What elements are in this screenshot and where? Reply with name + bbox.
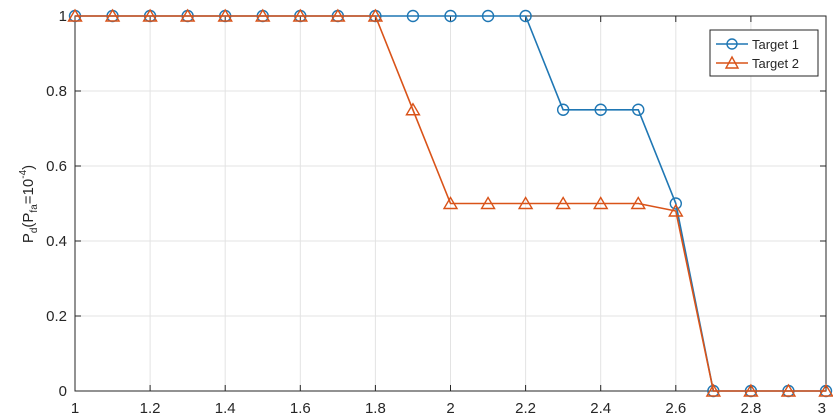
ylabel-paren-open: (P (20, 213, 37, 228)
x-tick-label: 1.8 (365, 400, 386, 417)
data-point (367, 8, 384, 22)
y-axis: 0 0.2 0.4 0.6 0.8 1 (46, 8, 826, 400)
data-point (330, 8, 346, 22)
ylabel-main-sub: d (29, 228, 40, 234)
data-point (743, 383, 759, 397)
y-tick-label: 0.6 (46, 158, 67, 175)
data-point (556, 103, 570, 116)
x-tick-label: 1.6 (290, 400, 311, 417)
data-point (517, 196, 534, 210)
ylabel-paren-close: ) (20, 165, 37, 170)
x-tick-label: 2.2 (515, 400, 536, 417)
data-point (818, 383, 833, 397)
y-tick-label: 0 (59, 383, 67, 400)
series (67, 8, 833, 398)
data-point (67, 8, 83, 22)
data-point (104, 8, 121, 22)
ylabel-exponent: -4 (18, 169, 29, 178)
data-point (217, 8, 233, 22)
x-tick-label: 2.6 (665, 400, 686, 417)
y-tick-label: 0.4 (46, 233, 67, 250)
data-point (705, 383, 722, 397)
x-axis: 1 1.2 1.4 1.6 1.8 2 2.2 2.4 2.6 2.8 3 (71, 16, 827, 417)
legend-marker-target-2 (724, 55, 740, 69)
data-point (630, 196, 646, 210)
data-point (255, 8, 271, 22)
ylabel-inner-sub: fa (29, 204, 40, 213)
data-point (406, 9, 420, 23)
data-point (179, 8, 196, 22)
legend-marker-target-1 (726, 38, 738, 50)
x-tick-label: 2.4 (590, 400, 611, 417)
y-axis-label: Pd(Pfa=10-4) (18, 165, 40, 243)
x-tick-label: 2.8 (740, 400, 761, 417)
y-tick-label: 0.2 (46, 308, 67, 325)
data-point (632, 103, 645, 116)
series-2 (67, 8, 833, 397)
data-point (668, 203, 684, 217)
x-tick-label: 2 (446, 400, 454, 417)
y-tick-label: 1 (59, 8, 67, 25)
data-point (292, 8, 309, 22)
data-point (444, 9, 457, 23)
x-tick-label: 1.2 (140, 400, 161, 417)
data-point (594, 103, 607, 116)
ylabel-equals: =10 (20, 179, 37, 204)
data-point (555, 196, 571, 210)
data-point (780, 383, 797, 397)
data-point (519, 9, 532, 23)
data-point (442, 196, 459, 210)
x-tick-label: 3 (818, 400, 826, 417)
legend: Target 1 Target 2 (709, 29, 819, 77)
legend-label-target-1: Target 1 (752, 37, 799, 52)
y-tick-label: 0.8 (46, 83, 67, 100)
data-point (142, 8, 158, 22)
data-point (480, 196, 496, 210)
legend-label-target-2: Target 2 (752, 56, 799, 71)
data-point (481, 9, 495, 23)
data-point (592, 196, 609, 210)
x-tick-label: 1.4 (215, 400, 236, 417)
series-line-2 (75, 15, 826, 392)
data-point (669, 197, 682, 210)
ylabel-main: P (20, 233, 37, 243)
x-tick-label: 1 (71, 400, 79, 417)
data-point (405, 102, 421, 116)
